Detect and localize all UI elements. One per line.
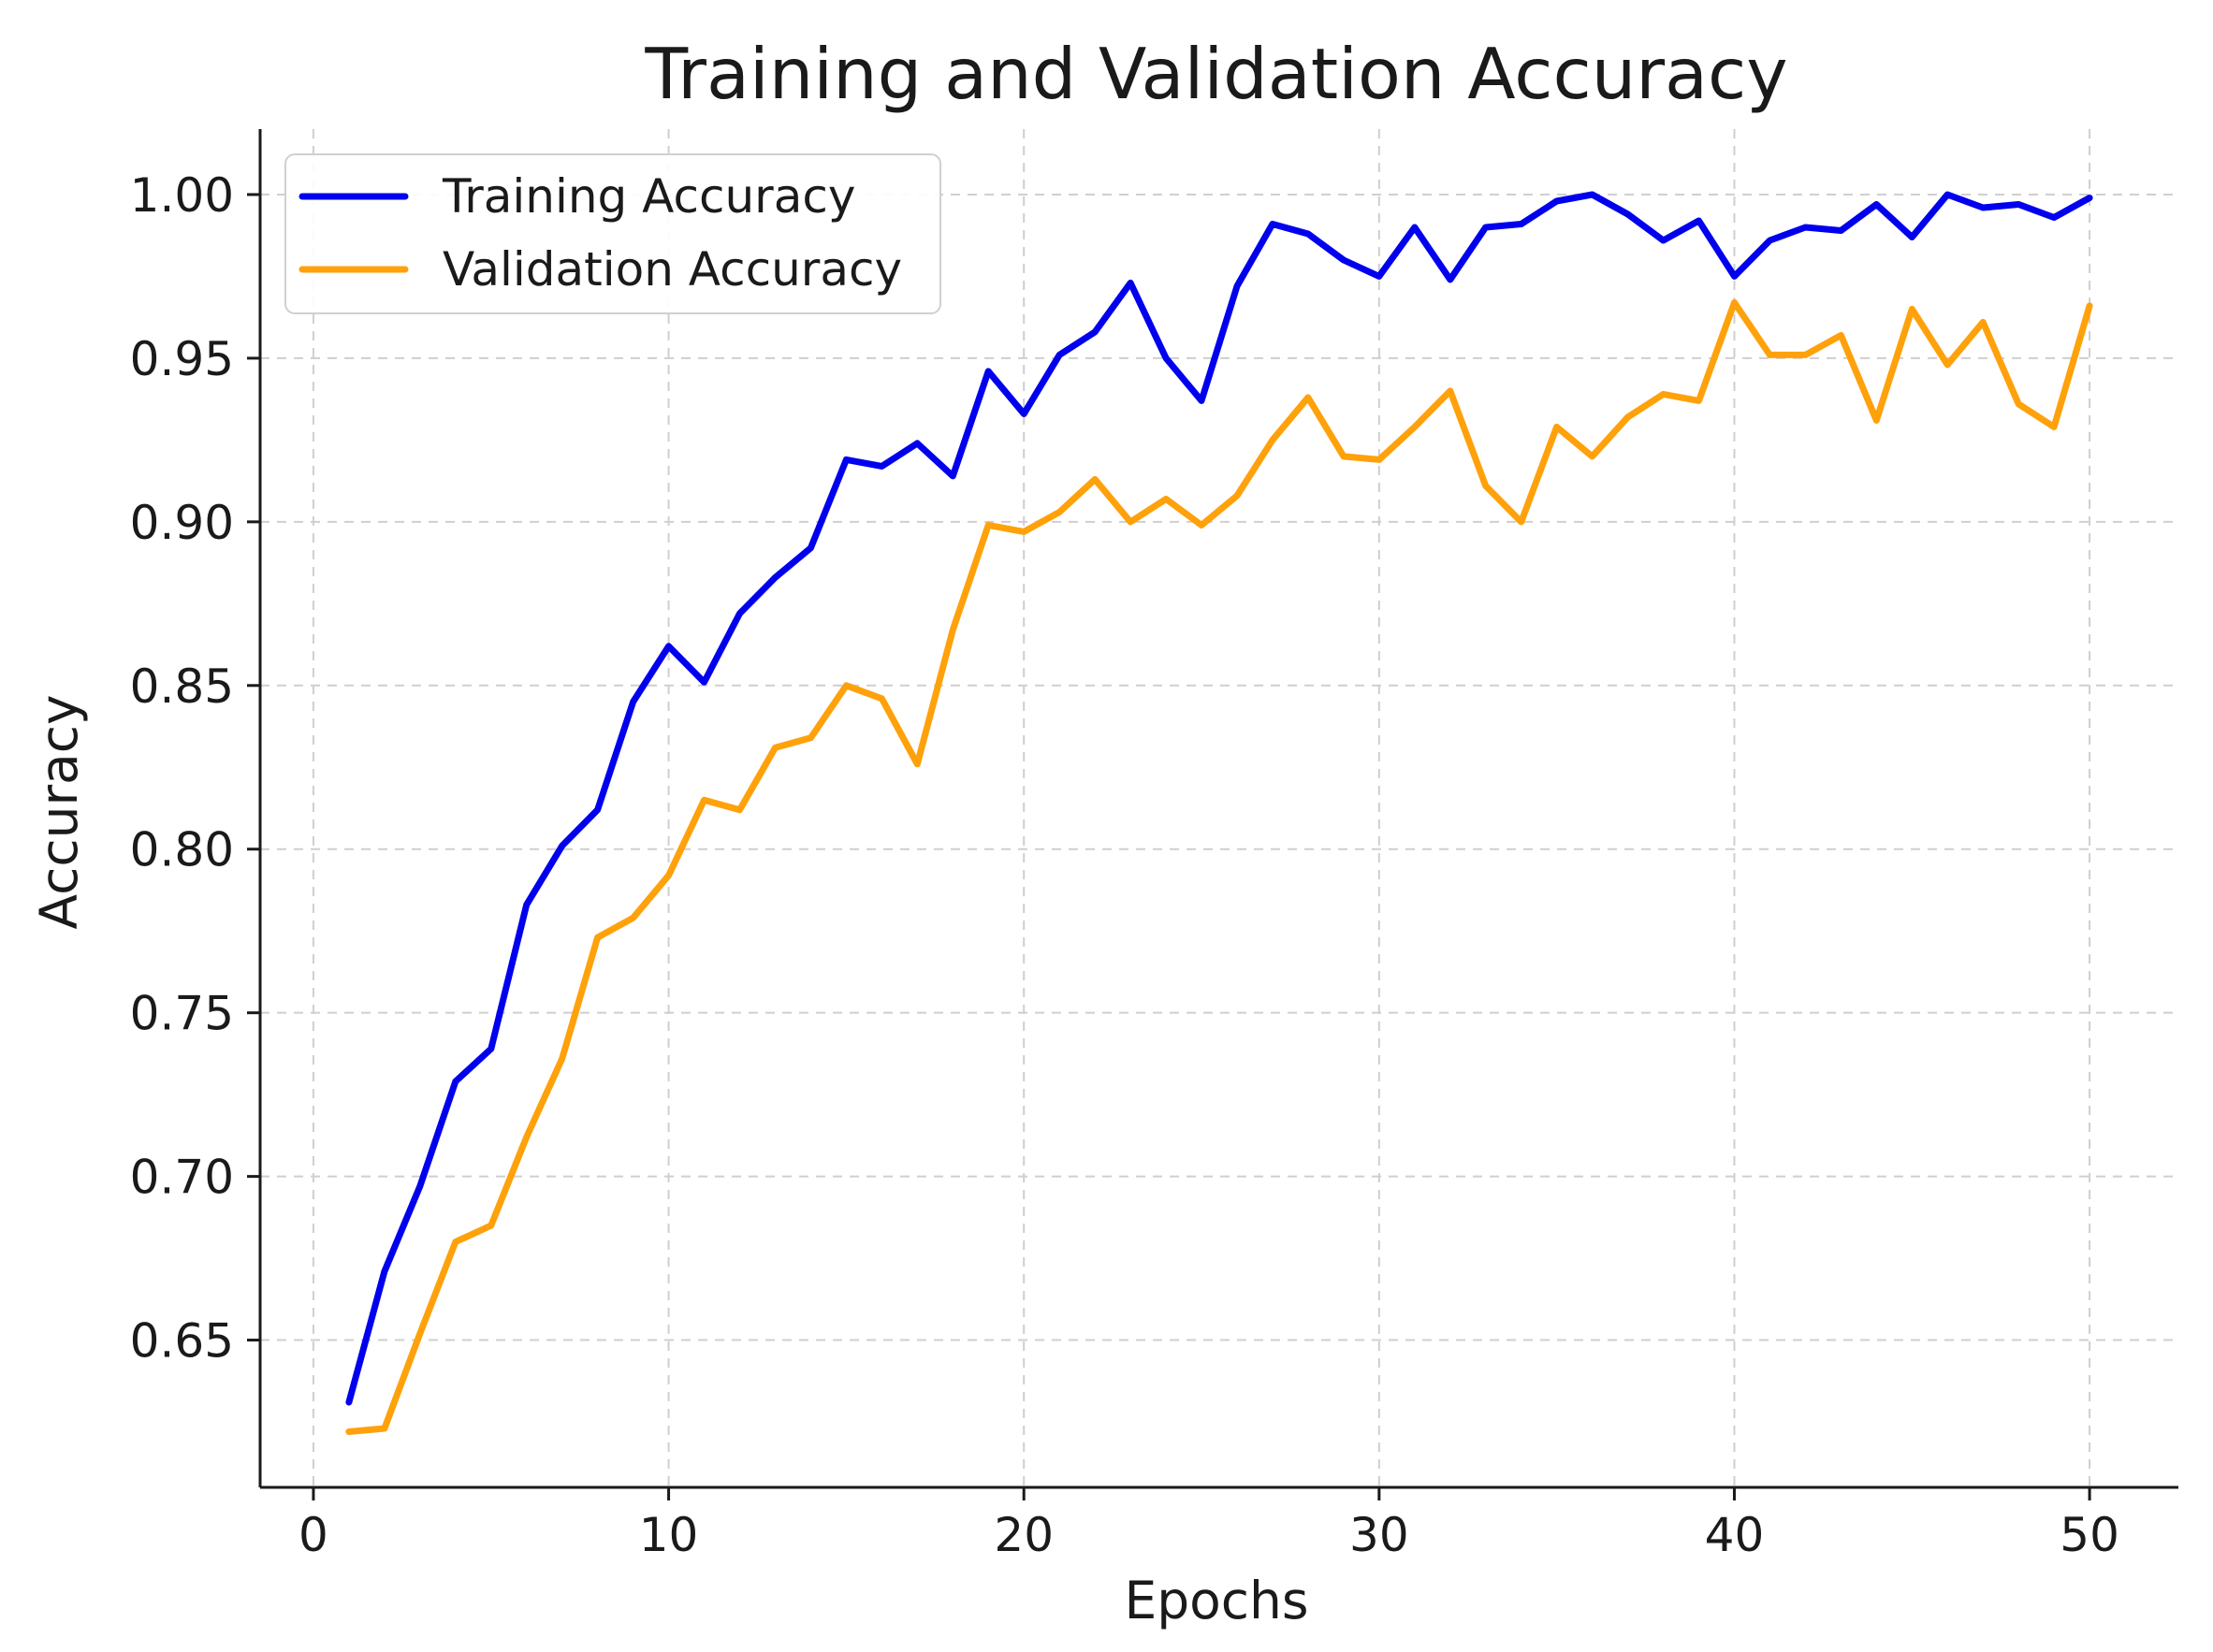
x-axis-title: Epochs [1124,1571,1308,1630]
y-tick-label: 0.65 [130,1314,234,1369]
series-line-validation [345,298,2093,1435]
y-tick-label: 0.75 [130,987,234,1041]
legend-label: Training Accuracy [442,169,855,224]
x-tick-label: 50 [2060,1508,2119,1562]
x-tick-label: 40 [1705,1508,1765,1562]
ticks: 0 10 20 30 40 50 0.65 0.70 0.75 0.80 0.85 0.90 0.95 1… [130,168,2119,1562]
y-tick-label: 1.00 [130,168,234,223]
grid [260,129,2178,1487]
y-tick-label: 0.90 [130,496,234,550]
x-tick-label: 0 [298,1508,328,1562]
chart-title: Training and Validation Accuracy [644,33,1787,115]
y-tick-label: 0.70 [130,1151,234,1205]
y-tick-label: 0.95 [130,332,234,386]
x-tick-label: 30 [1349,1508,1409,1562]
x-tick-label: 10 [639,1508,699,1562]
series-lines [345,191,2093,1435]
legend-label: Validation Accuracy [443,242,902,297]
y-tick-label: 0.85 [130,659,234,714]
legend: Training Accuracy Validation Accuracy [284,153,941,314]
series-line-training [345,191,2093,1406]
legend-box [284,153,941,314]
x-tick-label: 20 [994,1508,1054,1562]
axes [258,129,2178,1489]
y-axis-title: Accuracy [29,694,89,929]
y-tick-label: 0.80 [130,823,234,877]
